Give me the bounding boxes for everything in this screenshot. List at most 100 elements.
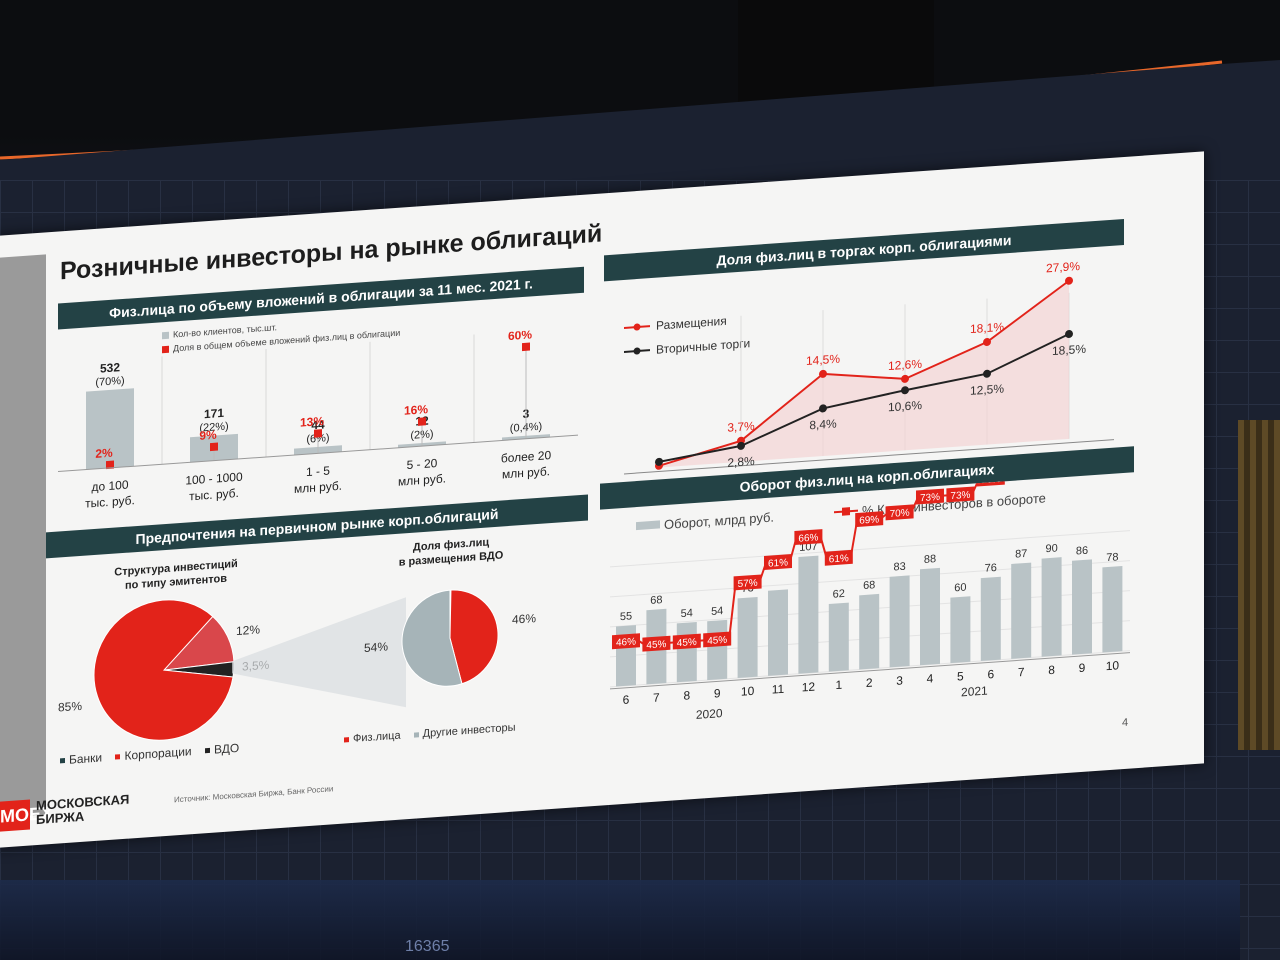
placements-value-label: 12,6% — [888, 357, 922, 373]
turnover-bar — [889, 575, 910, 668]
secondary-value-label: 12,5% — [970, 382, 1004, 398]
legend-dot-others — [413, 731, 419, 738]
month-tick-label: 2 — [866, 676, 873, 690]
baseline — [58, 434, 578, 473]
legend-dot-individuals — [344, 736, 349, 743]
placements-point — [1065, 276, 1073, 285]
month-tick-label: 7 — [1018, 665, 1025, 679]
qualified-share-box — [733, 574, 762, 591]
clients-share-label: (22%) — [199, 421, 228, 435]
month-tick-label: 6 — [987, 667, 994, 681]
turnover-bar — [707, 619, 728, 681]
turnover-bar — [859, 593, 880, 670]
legend-dot-banks — [60, 758, 65, 764]
moex-logo-icon: MOEX — [0, 799, 53, 832]
month-tick-label: 5 — [957, 669, 964, 683]
month-tick-label: 3 — [896, 673, 903, 687]
qualified-share-box — [885, 504, 914, 521]
qualified-share-label: 45% — [646, 639, 666, 651]
qualified-share-label: 73% — [950, 490, 970, 502]
turnover-value-label: 88 — [924, 553, 936, 566]
turnover-value-label: 90 — [1045, 542, 1057, 555]
slide-side-strip — [0, 254, 46, 819]
qualified-share-label: 69% — [859, 514, 879, 526]
others-slice — [401, 589, 463, 687]
legend-dot-hyb — [204, 748, 210, 754]
corporations-slice — [93, 599, 234, 741]
moex-name: МОСКОВСКАЯ БИРЖА — [36, 790, 166, 828]
wall-panel — [1238, 420, 1280, 750]
banks-slice-label: 12% — [236, 622, 260, 638]
placements-value-label: 27,9% — [1046, 259, 1080, 275]
category-label-line1: более 20 — [501, 448, 552, 466]
qualified-share-box — [855, 511, 884, 528]
legend-placements-label: Размещения — [656, 314, 727, 333]
category-label-line1: 1 - 5 — [306, 463, 330, 479]
share-marker — [522, 342, 530, 352]
month-tick-label: 8 — [683, 688, 690, 702]
turnover-bar — [1072, 559, 1092, 655]
turnover-bar — [798, 555, 819, 674]
turnover-value-label: 60 — [954, 582, 966, 595]
legend-turnover-label: Оборот, млрд руб. — [664, 509, 774, 532]
placements-value-label: 14,5% — [806, 352, 840, 368]
qualified-share-label: 45% — [707, 635, 727, 647]
turnover-value-label: 54 — [681, 607, 693, 620]
legend-placements-marker — [633, 323, 641, 331]
clients-value-label: 44 — [311, 417, 325, 432]
placements-point — [983, 337, 991, 347]
legend-turnover-swatch — [636, 520, 660, 531]
placements-point — [819, 369, 827, 378]
turnover-bar — [737, 596, 758, 679]
qualified-share-label: 57% — [738, 578, 758, 590]
placements-area — [659, 280, 1069, 468]
legend-qual-marker — [842, 507, 850, 516]
turnover-bar — [1011, 562, 1032, 659]
legend-secondary-label: Вторичные торги — [656, 336, 750, 357]
legend-hyb: ВДО — [213, 740, 240, 757]
category-label-line2: млн руб. — [502, 464, 550, 481]
clients-bar — [86, 388, 134, 470]
screen-bottom — [0, 880, 1240, 960]
secondary-value-label: 18,5% — [1052, 342, 1086, 358]
qualified-share-box — [764, 554, 792, 571]
turnover-value-label: 83 — [893, 561, 905, 574]
placements-value-label: 18,1% — [970, 320, 1004, 336]
category-label-line1: 5 - 20 — [407, 456, 438, 472]
share-value-label: 2% — [95, 446, 113, 461]
share-value-label: 9% — [199, 428, 217, 443]
secondary-value-label: 2,8% — [727, 454, 755, 470]
individuals-slice-label: 46% — [512, 611, 536, 627]
footer-source: Источник: Московская Биржа, Банк России — [174, 784, 334, 805]
qualified-share-box — [642, 635, 671, 652]
month-tick-label: 7 — [653, 690, 660, 704]
turnover-bar — [950, 596, 971, 664]
secondary-point — [1065, 329, 1073, 339]
category-label-line2: тыс. руб. — [189, 486, 239, 503]
secondary-point — [737, 441, 745, 450]
qualified-share-label: 73% — [920, 492, 940, 504]
qualified-share-label: 70% — [890, 508, 910, 520]
qualified-share-box — [703, 631, 732, 648]
secondary-line — [658, 333, 1070, 463]
turnover-value-label: 78 — [1106, 551, 1118, 564]
turnover-bar — [1102, 566, 1123, 653]
placements-value-label: 3,7% — [727, 419, 755, 435]
category-label-line2: млн руб. — [294, 479, 342, 496]
turnover-value-label: 62 — [833, 588, 845, 601]
clients-share-label: (70%) — [95, 375, 124, 389]
legend-banks: Банки — [69, 750, 103, 767]
month-tick-label: 10 — [741, 684, 755, 699]
secondary-value-label: 10,6% — [888, 398, 922, 414]
connector-band — [232, 597, 406, 708]
category-label-line2: тыс. руб. — [85, 493, 135, 510]
hyb-pie-subtitle-line1: Доля физ.лиц — [413, 536, 489, 553]
year-label-2021: 2021 — [961, 684, 988, 700]
others-slice-label: 54% — [364, 639, 388, 655]
share-marker — [418, 417, 426, 426]
placements-point — [901, 374, 909, 383]
month-tick-label: 4 — [927, 671, 934, 685]
turnover-value-label: 76 — [985, 562, 997, 575]
